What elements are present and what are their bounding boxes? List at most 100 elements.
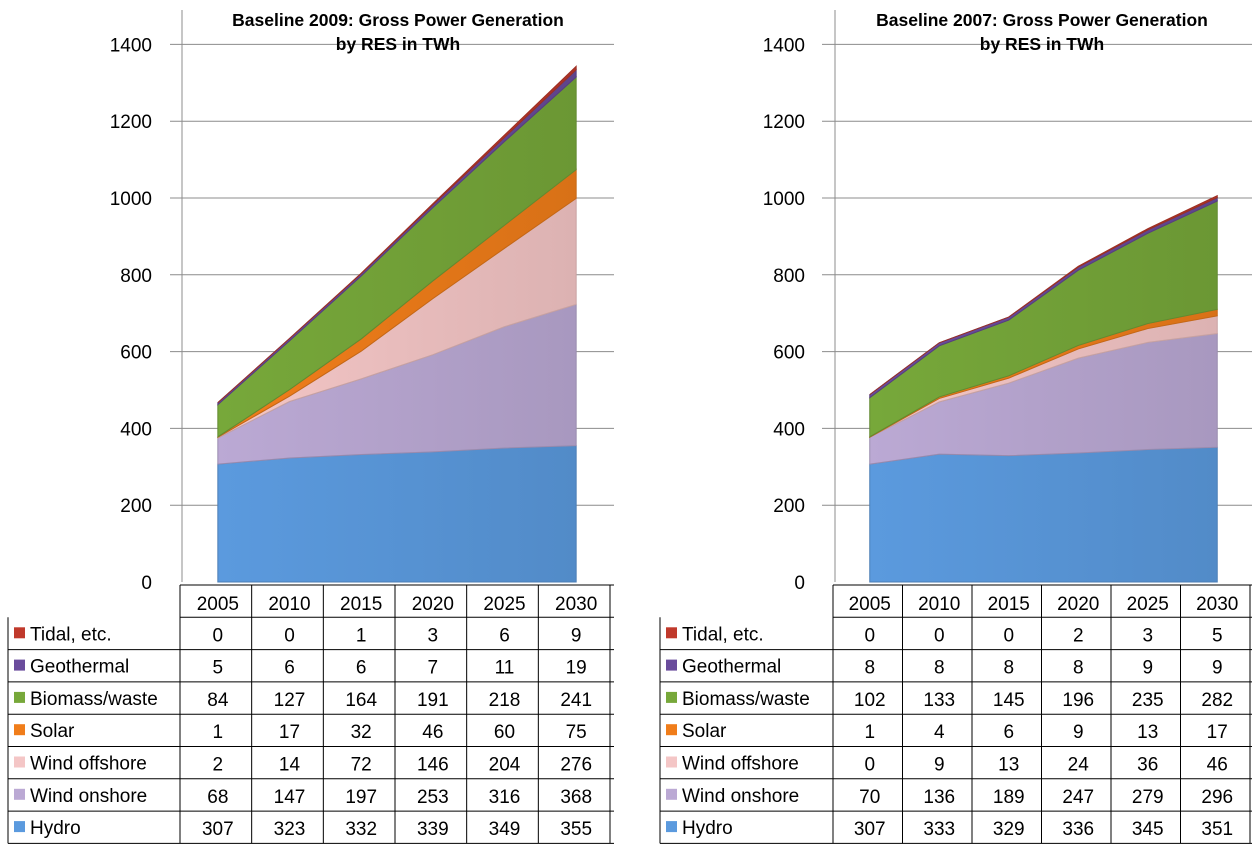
y-tick-label: 1400 <box>763 35 805 56</box>
data-label: 329 <box>993 819 1025 840</box>
data-label: 296 <box>1201 787 1233 808</box>
data-label: 196 <box>1062 690 1094 711</box>
data-label: 6 <box>1003 722 1014 743</box>
data-label: 133 <box>923 690 955 711</box>
data-label: 1 <box>356 625 367 646</box>
data-label: 6 <box>499 625 510 646</box>
x-tick-label: 2020 <box>1057 594 1099 615</box>
data-label: 9 <box>934 755 945 776</box>
y-tick-label: 200 <box>120 496 152 517</box>
data-label: 279 <box>1132 787 1164 808</box>
data-label: 351 <box>1201 819 1233 840</box>
data-label: 368 <box>560 787 592 808</box>
data-label: 276 <box>560 755 592 776</box>
x-tick-label: 2005 <box>849 594 891 615</box>
data-label: 0 <box>284 625 295 646</box>
legend-swatch <box>14 724 25 736</box>
legend-swatch <box>14 627 25 639</box>
legend-swatch <box>14 821 25 833</box>
y-tick-label: 400 <box>773 419 805 440</box>
data-label: 189 <box>993 787 1025 808</box>
y-tick-label: 1200 <box>763 112 805 133</box>
data-label: 339 <box>417 819 449 840</box>
legend-label: Geothermal <box>30 657 129 678</box>
chart-title: Baseline 2009: Gross Power Generation <box>232 10 564 30</box>
data-label: 136 <box>923 787 955 808</box>
legend-swatch <box>666 659 677 671</box>
data-label: 0 <box>1003 625 1014 646</box>
data-label: 19 <box>566 658 587 679</box>
data-label: 2 <box>213 755 224 776</box>
data-label: 2 <box>1073 625 1084 646</box>
data-label: 333 <box>923 819 955 840</box>
area-hydro <box>869 446 1218 583</box>
legend-swatch <box>14 659 25 671</box>
legend-swatch <box>666 691 677 703</box>
area-tidal-etc- <box>217 65 577 404</box>
x-tick-label: 2025 <box>483 594 525 615</box>
data-label: 46 <box>1207 755 1228 776</box>
data-label: 349 <box>489 819 521 840</box>
legend-label: Solar <box>30 721 75 742</box>
data-label: 72 <box>351 755 372 776</box>
legend-swatch <box>666 821 677 833</box>
data-label: 17 <box>1207 722 1228 743</box>
x-tick-label: 2005 <box>197 594 239 615</box>
data-label: 3 <box>1142 625 1153 646</box>
legend-swatch <box>666 627 677 639</box>
data-label: 6 <box>356 658 367 679</box>
y-tick-label: 0 <box>794 573 805 594</box>
legend-label: Tidal, etc. <box>682 624 764 645</box>
data-label: 68 <box>207 787 228 808</box>
data-label: 5 <box>1212 625 1223 646</box>
legend-swatch <box>666 788 677 800</box>
data-label: 9 <box>571 625 582 646</box>
data-label: 46 <box>422 722 443 743</box>
x-tick-label: 2010 <box>918 594 960 615</box>
data-label: 8 <box>934 658 945 679</box>
data-label: 218 <box>489 690 521 711</box>
data-label: 9 <box>1073 722 1084 743</box>
data-label: 11 <box>495 658 515 679</box>
data-label: 3 <box>428 625 439 646</box>
x-tick-label: 2015 <box>988 594 1030 615</box>
y-tick-label: 200 <box>773 496 805 517</box>
legend-label: Biomass/waste <box>682 689 810 710</box>
data-label: 84 <box>207 690 229 711</box>
legend-label: Wind offshore <box>682 754 799 775</box>
y-tick-label: 400 <box>120 419 152 440</box>
data-label: 147 <box>274 787 306 808</box>
legend-swatch <box>14 788 25 800</box>
data-label: 0 <box>213 625 224 646</box>
legend-label: Tidal, etc. <box>30 624 112 645</box>
data-label: 13 <box>1137 722 1158 743</box>
y-tick-label: 1000 <box>110 189 152 210</box>
legend-label: Wind onshore <box>682 786 799 807</box>
data-label: 32 <box>351 722 372 743</box>
data-label: 13 <box>998 755 1019 776</box>
data-label: 24 <box>1068 755 1090 776</box>
data-label: 145 <box>993 690 1025 711</box>
data-label: 345 <box>1132 819 1164 840</box>
x-tick-label: 2025 <box>1127 594 1169 615</box>
data-label: 332 <box>345 819 377 840</box>
x-tick-label: 2020 <box>412 594 454 615</box>
chart-title: by RES in TWh <box>336 34 460 54</box>
legend-label: Geothermal <box>682 657 781 678</box>
data-label: 336 <box>1062 819 1094 840</box>
data-label: 247 <box>1062 787 1094 808</box>
data-label: 0 <box>934 625 945 646</box>
legend-swatch <box>14 756 25 768</box>
x-tick-label: 2030 <box>1196 594 1238 615</box>
area-tidal-etc- <box>869 194 1218 396</box>
data-label: 75 <box>566 722 587 743</box>
data-label: 6 <box>284 658 295 679</box>
data-label: 5 <box>213 658 224 679</box>
data-label: 355 <box>560 819 592 840</box>
data-label: 70 <box>859 787 880 808</box>
data-label: 8 <box>1073 658 1084 679</box>
data-label: 8 <box>864 658 875 679</box>
data-label: 9 <box>1142 658 1153 679</box>
